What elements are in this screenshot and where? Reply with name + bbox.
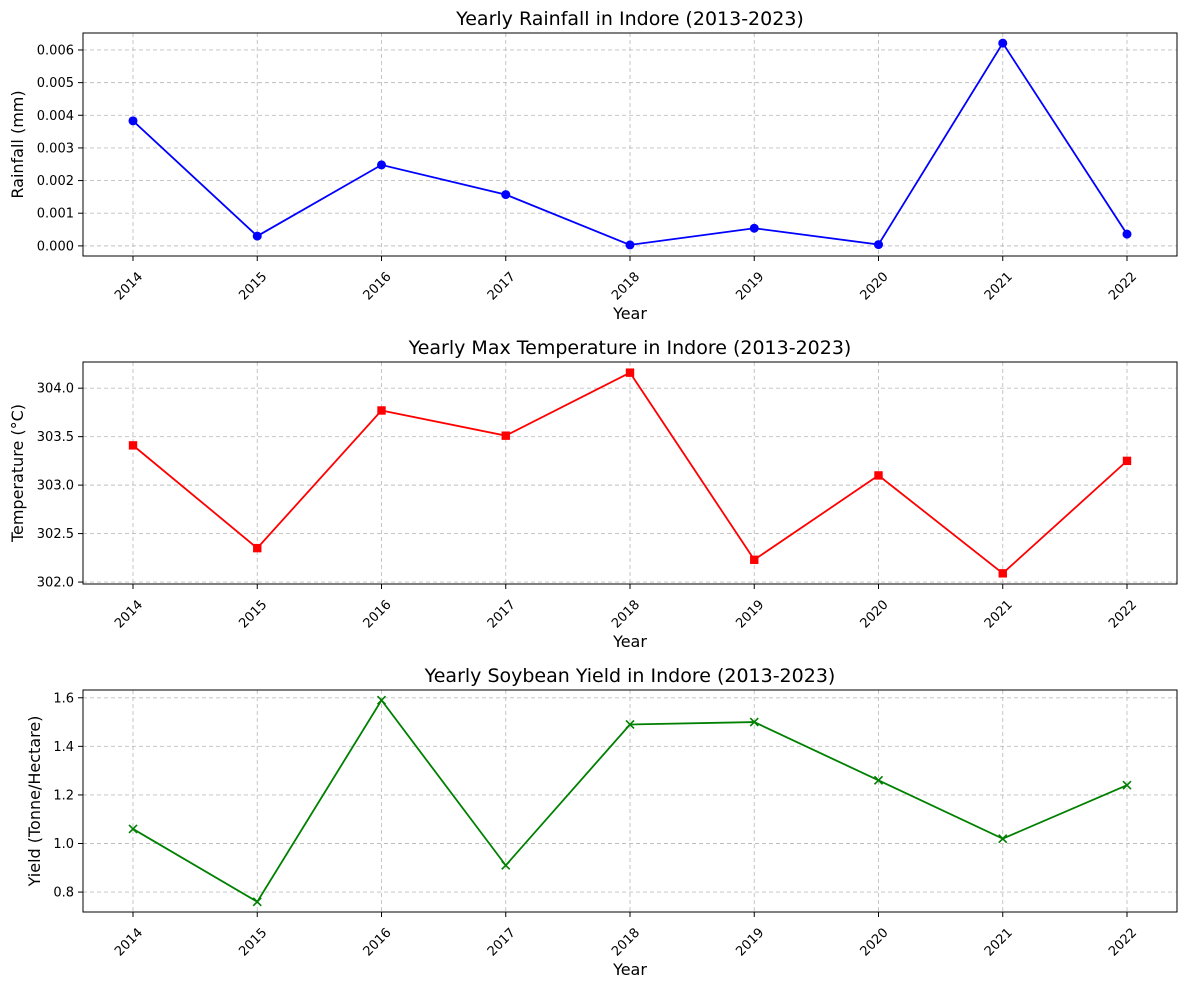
temperature-y-tick-label: 304.0	[37, 382, 74, 397]
rainfall-data-point	[998, 38, 1008, 48]
temperature-data-point	[128, 441, 138, 450]
soybean-yield-data-point	[749, 717, 759, 727]
soybean-yield-data-point	[252, 897, 262, 907]
soybean-yield-x-tick-label: 2016	[361, 925, 395, 959]
soybean-yield-x-tick-label: 2020	[858, 925, 892, 959]
rainfall-y-tick-label: 0.002	[37, 174, 74, 189]
rainfall-y-tick-label: 0.000	[37, 239, 74, 254]
temperature-axes-frame	[82, 361, 1178, 585]
temperature-data-point	[625, 368, 635, 377]
rainfall-chart-title: Yearly Rainfall in Indore (2013-2023)	[455, 8, 804, 30]
temperature-data-point	[501, 431, 510, 440]
rainfall-data-point	[874, 240, 883, 250]
temperature-chart-title: Yearly Max Temperature in Indore (2013-2…	[408, 337, 852, 359]
rainfall-x-axis-title: Year	[612, 304, 647, 323]
soybean-yield-chart: 2014 2015 2016 2017 2018 2019 2020 2021 2022 0.8 1…	[25, 665, 1178, 979]
rainfall-data-point	[501, 190, 511, 200]
temperature-x-tick-label: 2022	[1106, 597, 1140, 631]
soybean-yield-x-tick-label: 2021	[982, 925, 1016, 959]
soybean-yield-data-point	[128, 824, 138, 834]
rainfall-data-point	[625, 240, 635, 250]
soybean-yield-series-line	[132, 698, 1128, 904]
soybean-yield-data-point	[376, 695, 387, 705]
rainfall-series-line	[132, 41, 1128, 246]
rainfall-chart: 2014 2015 2016 2017 2018 2019 2020 2021 2022 0.00…	[8, 8, 1178, 323]
temperature-x-tick-label: 2014	[112, 597, 146, 631]
soybean-yield-x-tick-label: 2019	[733, 925, 767, 959]
temperature-x-tick-label: 2021	[982, 597, 1016, 631]
temperature-x-tick-label: 2017	[485, 597, 519, 631]
soybean-yield-y-axis-title: Yield (Tonne/Hectare)	[25, 716, 44, 888]
rainfall-y-axis-title: Rainfall (mm)	[8, 90, 27, 198]
soybean-yield-x-tick-label: 2017	[485, 925, 519, 959]
soybean-yield-y-tick-label: 1.4	[53, 740, 74, 755]
rainfall-x-tick-label: 2021	[982, 269, 1016, 303]
temperature-x-tick-label: 2015	[236, 597, 270, 631]
temperature-series-line	[132, 371, 1128, 575]
soybean-yield-x-tick-label: 2014	[112, 925, 146, 959]
rainfall-y-tick-label: 0.003	[37, 141, 74, 156]
temperature-chart: 2014 2015 2016 2017 2018 2019 2020 2021 2022 302.…	[8, 337, 1178, 651]
rainfall-data-point	[377, 160, 386, 170]
temperature-y-axis-title: Temperature (°C)	[8, 404, 27, 543]
soybean-yield-data-point	[873, 775, 884, 785]
temperature-x-tick-label: 2018	[609, 597, 643, 631]
rainfall-y-tick-label: 0.005	[37, 76, 74, 91]
temperature-x-tick-label: 2016	[361, 597, 395, 631]
rainfall-x-tick-label: 2015	[236, 269, 270, 303]
temperature-data-point	[750, 555, 759, 564]
soybean-yield-x-tick-label: 2015	[236, 925, 270, 959]
soybean-yield-x-axis-title: Year	[612, 960, 647, 979]
temperature-x-tick-label: 2020	[858, 597, 892, 631]
soybean-yield-y-tick-label: 0.8	[53, 886, 74, 901]
temperature-x-axis-title: Year	[612, 632, 647, 651]
rainfall-x-tick-label: 2014	[112, 269, 146, 303]
temperature-data-point	[253, 543, 262, 553]
soybean-yield-x-tick-label: 2022	[1106, 925, 1140, 959]
rainfall-x-tick-label: 2019	[733, 269, 767, 303]
rainfall-y-tick-label: 0.001	[37, 207, 74, 222]
soybean-yield-data-point	[625, 719, 635, 730]
rainfall-x-tick-label: 2018	[609, 269, 643, 303]
temperature-data-point	[998, 569, 1007, 578]
temperature-y-tick-label: 302.5	[37, 527, 74, 542]
soybean-yield-chart-title: Yearly Soybean Yield in Indore (2013-202…	[424, 665, 836, 687]
rainfall-x-tick-label: 2020	[858, 269, 892, 303]
rainfall-x-tick-label: 2022	[1106, 269, 1140, 303]
soybean-yield-axes-frame	[82, 689, 1178, 913]
temperature-x-tick-label: 2019	[733, 597, 767, 631]
rainfall-x-tick-label: 2017	[485, 269, 519, 303]
soybean-yield-data-point	[998, 834, 1008, 844]
temperature-data-point	[377, 406, 386, 415]
temperature-y-tick-label: 303.5	[37, 430, 74, 445]
soybean-yield-data-point	[1122, 780, 1132, 790]
temperature-data-point	[874, 471, 883, 480]
rainfall-x-tick-label: 2016	[361, 269, 395, 303]
rainfall-data-point	[128, 116, 138, 126]
soybean-yield-y-tick-label: 1.6	[53, 691, 74, 706]
rainfall-y-tick-label: 0.004	[37, 109, 74, 124]
soybean-yield-data-point	[501, 860, 511, 870]
soybean-yield-x-tick-label: 2018	[609, 925, 643, 959]
temperature-data-point	[1122, 456, 1132, 466]
rainfall-data-point	[1122, 229, 1132, 239]
rainfall-data-point	[252, 231, 262, 241]
temperature-y-tick-label: 303.0	[37, 479, 74, 494]
soybean-yield-y-tick-label: 1.2	[53, 788, 74, 803]
rainfall-data-point	[749, 223, 759, 233]
soybean-yield-y-tick-label: 1.0	[53, 837, 74, 852]
temperature-y-tick-label: 302.0	[37, 576, 74, 591]
rainfall-y-tick-label: 0.006	[37, 43, 74, 58]
